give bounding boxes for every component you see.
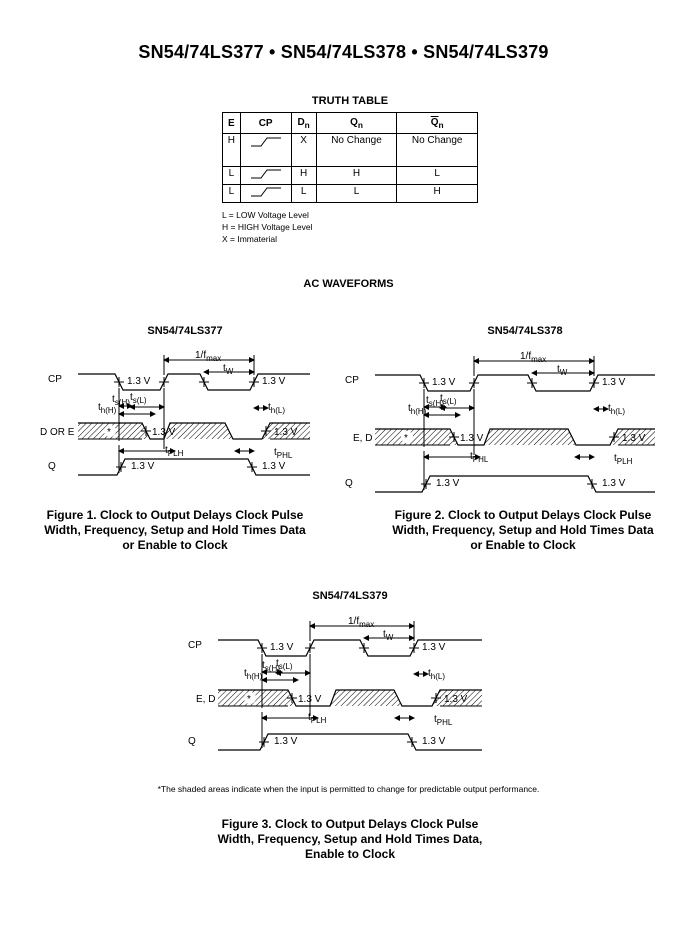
rising-edge-icon xyxy=(239,133,292,167)
tsh-label: ts(H) xyxy=(262,660,280,673)
data-threshold-label: 1.3 V xyxy=(444,694,468,705)
q-threshold-label: 1.3 V xyxy=(131,461,155,472)
thl-label: th(L) xyxy=(608,403,625,416)
thh-label: th(H) xyxy=(98,402,117,415)
tsl-label: ts(L) xyxy=(130,392,147,405)
q-threshold-label: 1.3 V xyxy=(422,736,446,747)
data-hatched-region xyxy=(610,429,655,445)
fig3-waveforms: CP E, D Q 1.3 V 1.3 V 1/fmax tW * 1.3 V 1.3 V ts(H… xyxy=(188,616,482,751)
fig3-subtitle: SN54/74LS379 xyxy=(312,590,388,602)
thl-label: th(L) xyxy=(428,668,445,681)
data-threshold-label: 1.3 V xyxy=(622,433,646,444)
cp-threshold-label: 1.3 V xyxy=(270,642,294,653)
truth-table-title: TRUTH TABLE xyxy=(311,95,389,107)
data-hatched-region xyxy=(432,690,482,706)
legend-high: H = HIGH Voltage Level xyxy=(222,222,313,232)
tphl-label: tPHL xyxy=(274,447,293,460)
star-marker: * xyxy=(247,694,251,705)
header-dn: Dn xyxy=(290,112,317,134)
q-threshold-label: 1.3 V xyxy=(602,478,626,489)
cell-qn-bar: H xyxy=(396,184,478,203)
page-title: SN54/74LS377 • SN54/74LS378 • SN54/74LS3… xyxy=(138,42,549,62)
data-hatched-region xyxy=(164,423,233,439)
data-hatched-region xyxy=(484,429,576,445)
fmax-label: 1/fmax xyxy=(348,616,374,629)
tw-label: tW xyxy=(557,364,568,377)
truth-table-header-row: E CP Dn Qn Qn xyxy=(222,112,478,134)
table-row: H X No Change No Change xyxy=(222,133,478,167)
legend-low: L = LOW Voltage Level xyxy=(222,210,309,220)
cp-threshold-label: 1.3 V xyxy=(127,376,151,387)
data-hatched-region xyxy=(375,429,458,445)
tsl-label: ts(L) xyxy=(440,393,457,406)
q-threshold-label: 1.3 V xyxy=(262,461,286,472)
legend-immaterial: X = Immaterial xyxy=(222,234,278,244)
cp-label: CP xyxy=(345,375,359,386)
cell-qn-bar: No Change xyxy=(396,133,478,167)
star-bg xyxy=(104,425,116,437)
tplh-label: tPLH xyxy=(308,712,327,725)
tplh-label: tPLH xyxy=(165,445,184,458)
data-hatched-region xyxy=(330,690,402,706)
fig2-caption: Figure 2. Clock to Output Delays Clock P… xyxy=(392,508,654,552)
cell-qn: No Change xyxy=(315,133,398,167)
footnote: *The shaded areas indicate when the inpu… xyxy=(157,784,540,794)
data-threshold-label: 1.3 V xyxy=(460,433,484,444)
truth-table: E CP Dn Qn Qn H X No Change No Change L … xyxy=(222,112,478,203)
tplh-label: tPHL xyxy=(470,451,489,464)
star-bg xyxy=(401,431,413,443)
tw-label: tW xyxy=(223,363,234,376)
q-threshold-label: 1.3 V xyxy=(274,736,298,747)
thl-label: th(L) xyxy=(268,402,285,415)
thh-label: th(H) xyxy=(408,403,427,416)
tsh-label: ts(H) xyxy=(426,395,444,408)
q-waveform xyxy=(78,458,310,476)
fig1-subtitle: SN54/74LS377 xyxy=(147,325,223,337)
cp-threshold-label: 1.3 V xyxy=(432,377,456,388)
fig1-caption: Figure 1. Clock to Output Delays Clock P… xyxy=(44,508,306,552)
table-row: L H H L xyxy=(222,166,478,185)
cp-threshold-label: 1.3 V xyxy=(602,377,626,388)
q-label: Q xyxy=(188,736,196,747)
fig2-waveforms: CP E, D Q 1.3 V 1.3 V 1/fmax tW * 1.3 V 1.3 V ts(H… xyxy=(345,351,655,493)
fig3-caption: Figure 3. Clock to Output Delays Clock P… xyxy=(217,817,483,861)
data-label: E, D xyxy=(353,433,372,444)
fmax-label: 1/fmax xyxy=(520,351,546,364)
star-marker: * xyxy=(404,433,408,444)
q-label: Q xyxy=(345,478,353,489)
fig2-subtitle: SN54/74LS378 xyxy=(487,325,563,337)
cp-label: CP xyxy=(48,374,62,385)
tphl-label: tPHL xyxy=(434,714,453,727)
fmax-label: 1/fmax xyxy=(195,350,221,363)
thh-label: th(H) xyxy=(244,668,263,681)
star-bg xyxy=(244,692,256,704)
cp-threshold-label: 1.3 V xyxy=(422,642,446,653)
cell-dn: L xyxy=(290,184,317,203)
q-threshold-label: 1.3 V xyxy=(436,478,460,489)
tsh-label: ts(H) xyxy=(112,394,130,407)
ac-waveforms-title: AC WAVEFORMS xyxy=(303,278,394,290)
data-hatched-region xyxy=(218,690,296,706)
q-waveform xyxy=(375,475,655,493)
star-marker: * xyxy=(107,427,111,438)
q-label: Q xyxy=(48,461,56,472)
cp-threshold-label: 1.3 V xyxy=(262,376,286,387)
truth-table-legend: L = LOW Voltage Level H = HIGH Voltage L… xyxy=(222,209,312,245)
tw-label: tW xyxy=(383,629,394,642)
data-label: E, D xyxy=(196,694,215,705)
table-row: L L L H xyxy=(222,184,478,203)
data-label: D OR E xyxy=(40,427,75,438)
tsl-label: ts(L) xyxy=(276,658,293,671)
cp-label: CP xyxy=(188,640,202,651)
tphl-label: tPLH xyxy=(614,453,633,466)
data-hatched-region xyxy=(262,423,310,439)
data-threshold-label: 1.3 V xyxy=(274,427,298,438)
q-waveform xyxy=(218,733,482,751)
